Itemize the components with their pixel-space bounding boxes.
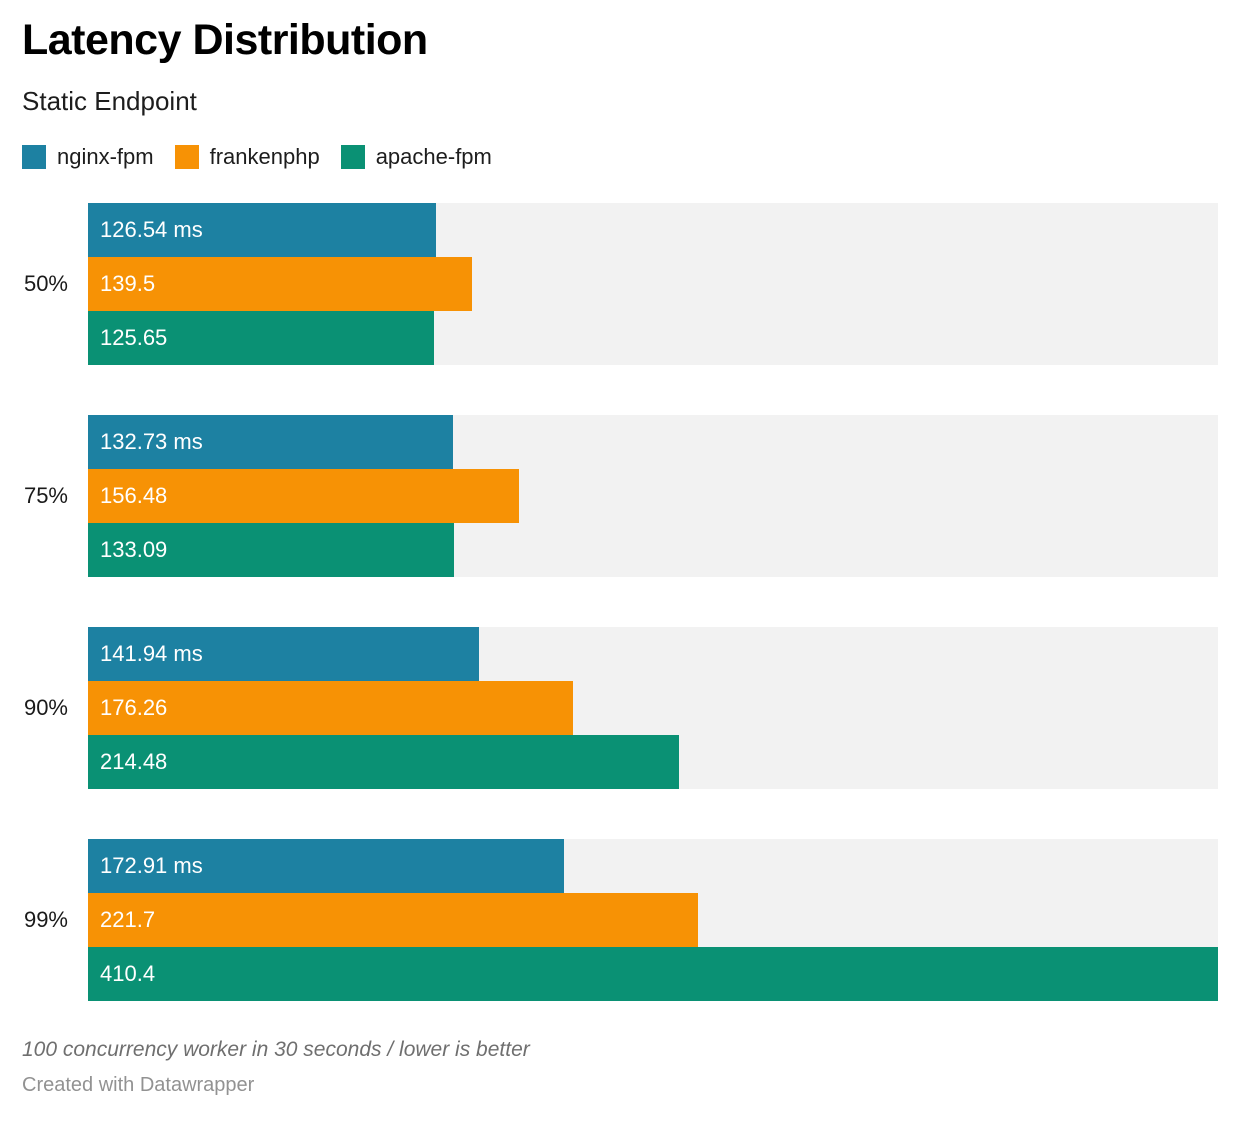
bar-row: 133.09 bbox=[88, 523, 1218, 577]
bar-value-label: 126.54 ms bbox=[100, 217, 203, 242]
bar-value-label: 172.91 ms bbox=[100, 853, 203, 878]
bar-row: 172.91 ms bbox=[88, 839, 1218, 893]
bar-nginx-fpm: 126.54 ms bbox=[88, 203, 437, 257]
legend-swatch-nginx-fpm bbox=[22, 145, 46, 169]
legend: nginx-fpm frankenphp apache-fpm bbox=[22, 144, 1218, 170]
bar-track: 172.91 ms 221.7 410.4 bbox=[88, 839, 1218, 1001]
legend-item-frankenphp: frankenphp bbox=[174, 144, 320, 169]
bar-track: 141.94 ms 176.26 214.48 bbox=[88, 627, 1218, 789]
bar-row: 176.26 bbox=[88, 681, 1218, 735]
legend-swatch-frankenphp bbox=[174, 145, 199, 169]
chart-note: 100 concurrency worker in 30 seconds / l… bbox=[22, 1038, 530, 1061]
percentile-label: 50% bbox=[23, 271, 68, 296]
chart-title: Latency Distribution bbox=[22, 16, 428, 64]
bar-value-label: 139.5 bbox=[100, 271, 156, 296]
chart-footer: 100 concurrency worker in 30 seconds / l… bbox=[22, 1037, 1218, 1097]
bar-row: 132.73 ms bbox=[88, 415, 1218, 469]
bar-frankenphp: 139.5 bbox=[88, 257, 473, 311]
datawrapper-credit-link[interactable]: Created with Datawrapper bbox=[22, 1074, 255, 1096]
legend-item-nginx-fpm: nginx-fpm bbox=[22, 145, 154, 169]
bar-row: 126.54 ms bbox=[88, 203, 1218, 257]
bar-frankenphp: 221.7 bbox=[88, 893, 699, 947]
bar-group-75: 75% 132.73 ms 156.48 133.09 bbox=[0, 415, 1240, 577]
bar-group-90: 90% 141.94 ms 176.26 214.48 bbox=[0, 627, 1240, 789]
legend-swatch-apache-fpm bbox=[340, 145, 365, 169]
bar-value-label: 410.4 bbox=[100, 961, 156, 986]
bar-row: 156.48 bbox=[88, 469, 1218, 523]
bar-value-label: 125.65 bbox=[100, 325, 168, 350]
bar-nginx-fpm: 141.94 ms bbox=[88, 627, 479, 681]
bar-row: 221.7 bbox=[88, 893, 1218, 947]
chart-subtitle: Static Endpoint bbox=[22, 86, 197, 116]
bar-value-label: 133.09 bbox=[100, 537, 168, 562]
bar-apache-fpm: 410.4 bbox=[88, 947, 1218, 1001]
legend-item-apache-fpm: apache-fpm bbox=[340, 144, 492, 169]
bar-value-label: 156.48 bbox=[100, 483, 168, 508]
percentile-label: 75% bbox=[23, 483, 68, 508]
bar-frankenphp: 156.48 bbox=[88, 469, 519, 523]
bar-row: 214.48 bbox=[88, 735, 1218, 789]
plot-area: 50% 126.54 ms 139.5 125.65 75% 132.73 ms… bbox=[0, 203, 1240, 1001]
chart-root: Latency Distribution Static Endpoint ngi… bbox=[0, 16, 1240, 1097]
bar-row: 125.65 bbox=[88, 311, 1218, 365]
bar-value-label: 141.94 ms bbox=[100, 641, 203, 666]
legend-label: nginx-fpm bbox=[57, 144, 154, 169]
bar-track: 132.73 ms 156.48 133.09 bbox=[88, 415, 1218, 577]
bar-apache-fpm: 214.48 bbox=[88, 735, 679, 789]
percentile-label: 99% bbox=[23, 907, 68, 932]
bar-value-label: 176.26 bbox=[100, 695, 168, 720]
bar-apache-fpm: 125.65 bbox=[88, 311, 434, 365]
bar-value-label: 221.7 bbox=[100, 907, 156, 932]
bar-track: 126.54 ms 139.5 125.65 bbox=[88, 203, 1218, 365]
bar-row: 141.94 ms bbox=[88, 627, 1218, 681]
bar-apache-fpm: 133.09 bbox=[88, 523, 455, 577]
bar-value-label: 132.73 ms bbox=[100, 429, 203, 454]
bar-group-50: 50% 126.54 ms 139.5 125.65 bbox=[0, 203, 1240, 365]
bar-nginx-fpm: 172.91 ms bbox=[88, 839, 565, 893]
bar-group-99: 99% 172.91 ms 221.7 410.4 bbox=[0, 839, 1240, 1001]
bar-row: 410.4 bbox=[88, 947, 1218, 1001]
percentile-label: 90% bbox=[23, 695, 68, 720]
legend-label: apache-fpm bbox=[375, 144, 492, 169]
bar-nginx-fpm: 132.73 ms bbox=[88, 415, 454, 469]
bar-row: 139.5 bbox=[88, 257, 1218, 311]
legend-label: frankenphp bbox=[209, 144, 320, 169]
bar-value-label: 214.48 bbox=[100, 749, 168, 774]
bar-frankenphp: 176.26 bbox=[88, 681, 574, 735]
